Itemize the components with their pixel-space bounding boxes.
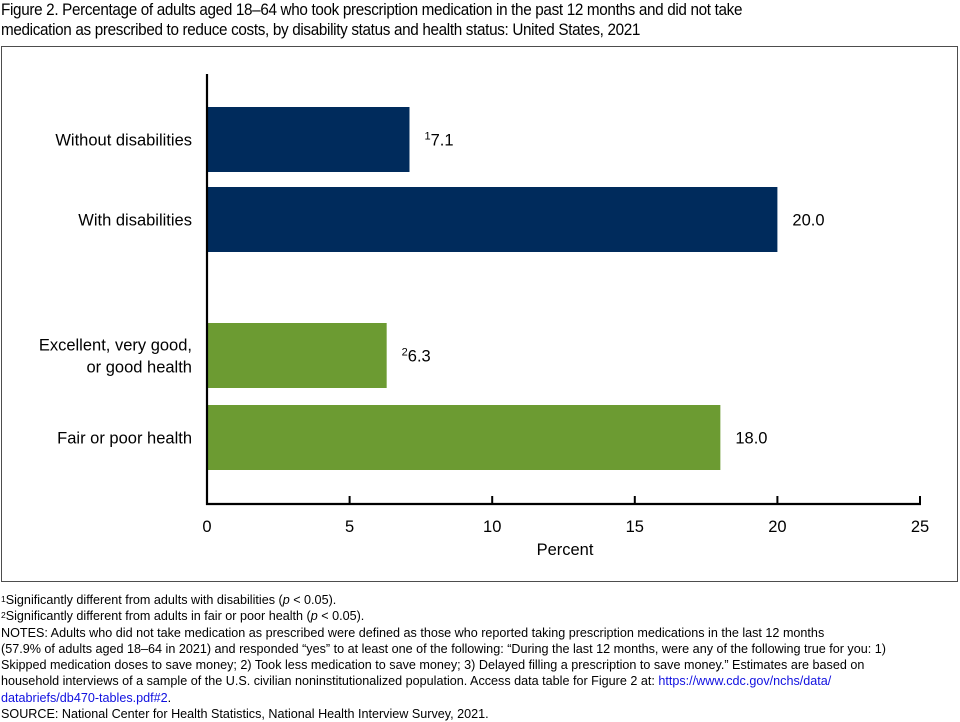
notes-line-2: (57.9% of adults aged 18–64 in 2021) and… — [1, 641, 886, 656]
footnote-1-text-end: < 0.05). — [289, 593, 337, 607]
bar-without-disabilities — [207, 107, 410, 172]
notes-line-5: databriefs/db470-tables.pdf#2. — [1, 690, 959, 706]
value-label: 26.3 — [402, 347, 431, 366]
value-labels: 17.1 20.0 26.3 18.0 — [402, 131, 825, 448]
value-footnote-marker: 1 — [424, 131, 430, 143]
value-label: 18.0 — [735, 430, 767, 448]
x-axis-title: Percent — [537, 541, 594, 559]
footnote-2-text: Significantly different from adults in f… — [5, 609, 311, 624]
x-axis: 0 5 10 15 20 25 — [202, 74, 929, 536]
footnote-2-p: p — [310, 609, 318, 624]
footnote-1-p: p — [282, 593, 290, 607]
link-trailing-period: . — [167, 690, 172, 705]
value-number: 7.1 — [431, 132, 454, 150]
data-table-link[interactable]: https://www.cdc.gov/nchs/data/ — [658, 674, 832, 689]
data-table-link-continued[interactable]: databriefs/db470-tables.pdf#2 — [1, 690, 168, 705]
x-tick-label: 20 — [768, 518, 786, 536]
footnote-1-text: Significantly different from adults with… — [5, 593, 283, 607]
footnotes: 1Significantly different from adults wit… — [1, 592, 959, 722]
category-label: Without disabilities — [55, 132, 192, 150]
footnote-2: 2Significantly different from adults in … — [1, 608, 959, 624]
footnote-2-marker: 2 — [1, 610, 6, 621]
bar-with-disabilities — [207, 187, 778, 252]
value-number: 6.3 — [408, 348, 431, 366]
footnote-2-text-end: < 0.05). — [317, 609, 365, 624]
x-tick-label: 10 — [483, 518, 501, 536]
x-tick-label: 15 — [626, 518, 644, 536]
value-footnote-marker: 2 — [402, 347, 408, 359]
category-label-line: Fair or poor health — [57, 430, 192, 448]
figure-title-line-2: medication as prescribed to reduce costs… — [1, 21, 641, 39]
category-label: Excellent, very good, or good health — [39, 337, 192, 377]
category-label-line: Excellent, very good, — [39, 337, 192, 355]
x-tick-label: 0 — [202, 518, 211, 536]
bar-chart: Without disabilities With disabilities Exc… — [39, 74, 929, 559]
notes-line-4-text: household interviews of a sample of the … — [1, 674, 659, 689]
chart-frame — [1, 46, 958, 582]
value-label: 17.1 — [424, 131, 453, 150]
category-label-line: With disabilities — [78, 212, 192, 230]
footnote-1-marker: 1 — [1, 594, 6, 604]
category-label-line: Without disabilities — [55, 132, 192, 150]
category-label: Fair or poor health — [57, 430, 192, 448]
bar-fair-or-poor-health — [207, 405, 721, 470]
figure-title: Figure 2. Percentage of adults aged 18–6… — [1, 0, 892, 40]
notes-line-4: household interviews of a sample of the … — [1, 673, 959, 689]
bars-layer — [207, 107, 778, 470]
bar-excellent-very-good-or-good-health — [207, 323, 387, 388]
source-line: SOURCE: National Center for Health Stati… — [1, 707, 489, 722]
notes-line-1: NOTES: Adults who did not take medicatio… — [1, 625, 825, 640]
x-tick-label: 5 — [345, 518, 354, 536]
notes-line-3: Skipped medication doses to save money; … — [1, 658, 865, 673]
value-label: 20.0 — [792, 212, 824, 230]
category-label-line: or good health — [86, 359, 192, 377]
category-label: With disabilities — [78, 212, 192, 230]
figure-title-line-1: Figure 2. Percentage of adults aged 18–6… — [1, 1, 743, 19]
category-labels: Without disabilities With disabilities Exc… — [39, 132, 192, 448]
footnote-1: 1Significantly different from adults wit… — [1, 592, 959, 608]
x-tick-label: 25 — [911, 518, 929, 536]
